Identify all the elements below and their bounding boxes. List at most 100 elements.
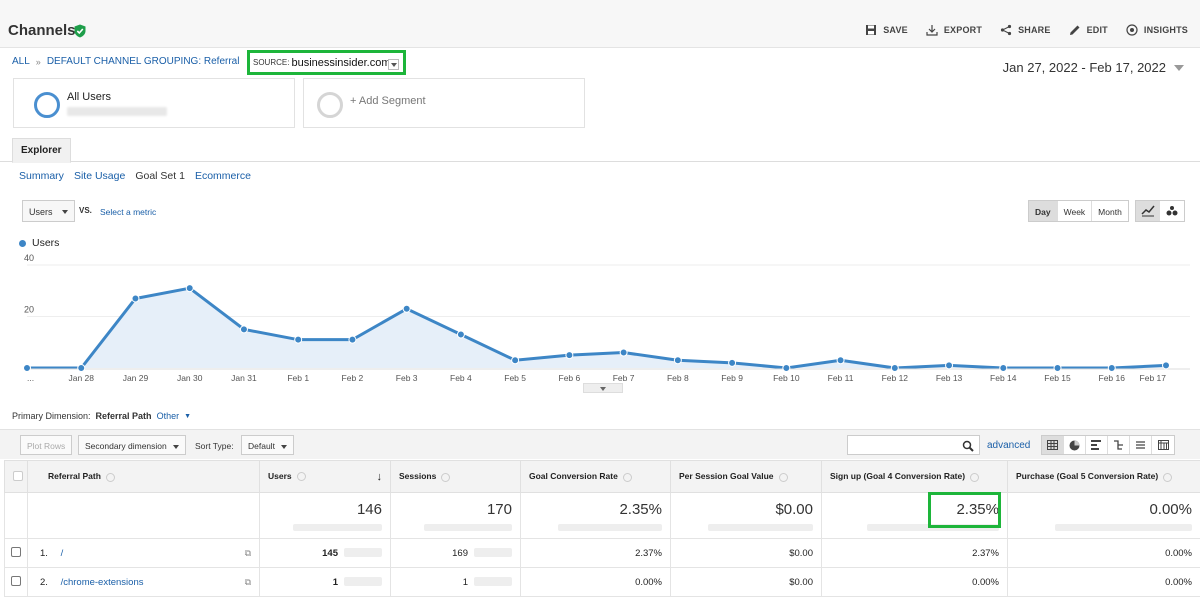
x-tick-label: Jan 29	[123, 373, 149, 383]
source-key: SOURCE:	[253, 58, 289, 67]
empty-segment-ring-icon	[317, 92, 343, 118]
select-all-checkbox[interactable]	[13, 471, 23, 481]
segment-all-users[interactable]: All Users	[13, 78, 295, 128]
share-button[interactable]: SHARE	[1000, 24, 1051, 36]
insights-icon	[1126, 24, 1138, 36]
referral-path-link[interactable]: /	[61, 548, 64, 559]
data-point	[946, 362, 953, 369]
total-goal-conversion-rate: 2.35%	[521, 493, 671, 539]
chevron-down-icon	[62, 210, 68, 214]
header-purchase-goal-5[interactable]: Purchase (Goal 5 Conversion Rate)	[1008, 461, 1200, 493]
select-metric-link[interactable]: Select a metric	[100, 207, 156, 217]
data-point	[674, 357, 681, 364]
view-performance-button[interactable]	[1086, 436, 1108, 454]
external-link-icon[interactable]: ⧉	[245, 548, 251, 559]
chevron-down-icon	[1174, 65, 1184, 71]
view-term-cloud-button[interactable]	[1130, 436, 1152, 454]
breadcrumb-all[interactable]: ALL	[12, 56, 30, 67]
view-percentage-button[interactable]	[1064, 436, 1086, 454]
chevron-down-icon: ▼	[184, 413, 191, 420]
insights-button[interactable]: INSIGHTS	[1126, 24, 1188, 36]
plot-rows-button[interactable]: Plot Rows	[20, 435, 72, 455]
edit-label: EDIT	[1087, 25, 1108, 35]
metric-select[interactable]: Users	[22, 200, 75, 222]
view-data-button[interactable]	[1042, 436, 1064, 454]
x-tick-label: Jan 31	[231, 373, 257, 383]
data-point	[78, 365, 85, 372]
granularity-week[interactable]: Week	[1058, 201, 1093, 221]
header-users[interactable]: Users↓	[260, 461, 391, 493]
x-tick-label: Feb 13	[936, 373, 963, 383]
help-icon	[623, 473, 632, 482]
primary-dimension-value[interactable]: Referral Path	[96, 411, 152, 421]
primary-dimension-other[interactable]: Other	[157, 411, 180, 421]
total-sessions: 170	[391, 493, 521, 539]
header-sessions[interactable]: Sessions	[391, 461, 521, 493]
data-point	[837, 357, 844, 364]
header-goal-conversion-rate[interactable]: Goal Conversion Rate	[521, 461, 671, 493]
save-button[interactable]: SAVE	[865, 24, 908, 36]
breadcrumb: ALL » DEFAULT CHANNEL GROUPING: Referral…	[12, 56, 270, 67]
secondary-dimension-label: Secondary dimension	[85, 441, 167, 451]
subnav-goal-set-1[interactable]: Goal Set 1	[135, 170, 185, 182]
insights-label: INSIGHTS	[1144, 25, 1188, 35]
granularity-month[interactable]: Month	[1092, 201, 1128, 221]
header-referral-path[interactable]: Referral Path	[28, 461, 260, 493]
motion-chart-button[interactable]	[1160, 201, 1184, 221]
help-icon	[297, 472, 306, 481]
header-per-session-goal-value[interactable]: Per Session Goal Value	[671, 461, 822, 493]
line-chart-button[interactable]	[1136, 201, 1160, 221]
x-tick-label: Feb 7	[613, 373, 635, 383]
table-row: 2. /chrome-extensions ⧉ 1 1 0.00% $0.00 …	[5, 568, 1200, 597]
segment-subtext-redacted	[67, 107, 167, 116]
segment-label: All Users	[67, 91, 111, 103]
sort-type-select[interactable]: Default	[241, 435, 294, 455]
advanced-filter-link[interactable]: advanced	[987, 440, 1030, 451]
table-search-input[interactable]	[847, 435, 980, 455]
date-range-label: Jan 27, 2022 - Feb 17, 2022	[1003, 60, 1166, 75]
breadcrumb-channel-grouping[interactable]: DEFAULT CHANNEL GROUPING: Referral	[47, 56, 240, 67]
secondary-dimension-select[interactable]: Secondary dimension	[78, 435, 186, 455]
row-checkbox[interactable]	[11, 576, 21, 586]
date-range-picker[interactable]: Jan 27, 2022 - Feb 17, 2022	[1003, 60, 1184, 75]
header-sign-up-goal-4[interactable]: Sign up (Goal 4 Conversion Rate)	[822, 461, 1008, 493]
tab-explorer[interactable]: Explorer	[12, 138, 71, 163]
row-sessions: 169	[391, 539, 521, 568]
add-segment[interactable]: + Add Segment	[303, 78, 585, 128]
view-pivot-button[interactable]	[1152, 436, 1174, 454]
referral-path-link[interactable]: /chrome-extensions	[61, 577, 144, 588]
save-label: SAVE	[883, 25, 908, 35]
row-checkbox[interactable]	[11, 547, 21, 557]
pie-chart-icon	[1069, 440, 1080, 451]
source-dropdown-icon[interactable]	[388, 59, 399, 70]
data-point	[1108, 365, 1115, 372]
granularity-day[interactable]: Day	[1029, 201, 1058, 221]
row-index: 2.	[40, 577, 48, 588]
row-per-session-goal-value: $0.00	[671, 568, 822, 597]
totals-row: 146 170 2.35% $0.00 2.35% 0.00%	[5, 493, 1200, 539]
external-link-icon[interactable]: ⧉	[245, 577, 251, 588]
subnav-summary[interactable]: Summary	[19, 170, 64, 182]
source-breadcrumb-highlight[interactable]: SOURCE: businessinsider.com	[247, 50, 406, 75]
help-icon	[779, 473, 788, 482]
chart-collapse-toggle[interactable]	[583, 383, 623, 393]
legend-label: Users	[32, 237, 59, 249]
subnav-ecommerce[interactable]: Ecommerce	[195, 170, 251, 182]
data-point	[783, 365, 790, 372]
edit-button[interactable]: EDIT	[1069, 24, 1108, 36]
row-goal-conversion-rate: 0.00%	[521, 568, 671, 597]
segment-ring-icon	[34, 92, 60, 118]
export-button[interactable]: EXPORT	[926, 24, 982, 36]
help-icon	[970, 473, 979, 482]
subnav-site-usage[interactable]: Site Usage	[74, 170, 125, 182]
sign-up-rate-highlight	[928, 492, 1001, 528]
page-title: Channels	[8, 22, 76, 39]
breadcrumb-separator: »	[36, 57, 41, 67]
table-view-toggle	[1041, 435, 1175, 455]
view-comparison-button[interactable]	[1108, 436, 1130, 454]
row-sign-up-rate: 0.00%	[822, 568, 1008, 597]
x-tick-label: Feb 17	[1140, 373, 1167, 383]
users-area	[27, 288, 1166, 368]
x-tick-label: Jan 30	[177, 373, 203, 383]
